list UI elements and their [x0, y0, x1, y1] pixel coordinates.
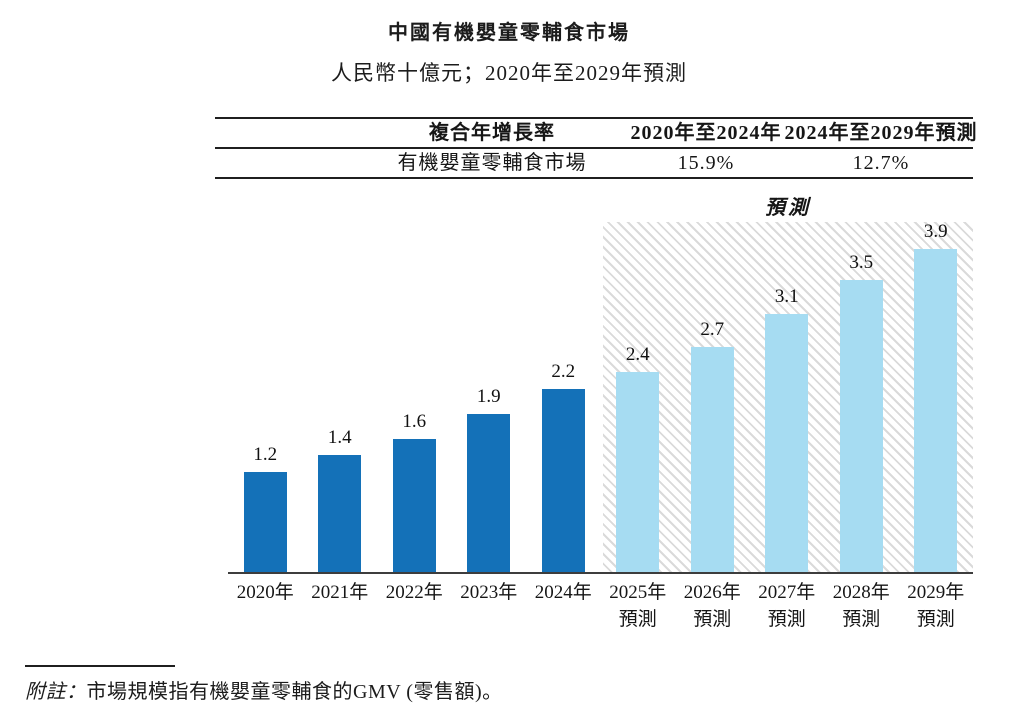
x-tick-label-2020年: 2020年 — [228, 579, 303, 633]
bar-value-label: 2.7 — [700, 319, 725, 340]
x-axis-line — [228, 572, 973, 574]
chart-subtitle: 人民幣十億元；2020年至2029年預測 — [331, 61, 687, 85]
cagr-table-data-row: 有機嬰童零輔食市場 15.9% 12.7% — [215, 149, 973, 177]
x-tick-forecast-suffix: 預測 — [767, 609, 806, 630]
x-tick-label-2025年: 2025年預測 — [601, 579, 676, 633]
x-tick-forecast-suffix: 預測 — [618, 609, 657, 630]
bar-slot-2028年: 3.5 — [824, 222, 899, 572]
x-tick-label-2028年: 2028年預測 — [824, 579, 899, 633]
x-tick-label-2021年: 2021年 — [303, 579, 378, 633]
x-tick-year: 2027年 — [758, 582, 816, 603]
bar-value-label: 3.9 — [923, 221, 948, 242]
x-tick-forecast-suffix: 預測 — [842, 609, 881, 630]
cagr-row-label: 有機嬰童零輔食市場 — [397, 152, 587, 174]
cagr-header-metric: 複合年增長率 — [429, 122, 555, 144]
x-tick-label-2026年: 2026年預測 — [675, 579, 750, 633]
x-tick-year: 2029年 — [907, 582, 965, 603]
x-tick-year: 2023年 — [460, 582, 518, 603]
bar-2024年 — [541, 389, 585, 572]
bar-slot-2021年: 1.4 — [303, 222, 378, 572]
forecast-bar-2028年 — [839, 280, 883, 572]
forecast-bar-2026年 — [690, 347, 734, 572]
bars-container: 1.2 1.4 1.6 1.9 2.2 2.4 2.7 3.1 3.5 3.9 — [228, 222, 973, 572]
bar-chart: 預測 1.2 1.4 1.6 1.9 2.2 2.4 2.7 3.1 3.5 3.9 2020年 2… — [228, 197, 973, 630]
x-tick-year: 2026年 — [683, 582, 741, 603]
bar-value-label: 1.9 — [476, 386, 501, 407]
bar-slot-2027年: 3.1 — [750, 222, 825, 572]
bar-value-label: 1.2 — [253, 444, 278, 465]
cagr-value-2024-2029: 12.7% — [852, 152, 910, 174]
forecast-bar-2029年 — [914, 249, 958, 572]
x-tick-year: 2024年 — [534, 582, 592, 603]
bar-value-label: 3.1 — [774, 286, 799, 307]
bar-value-label: 1.4 — [327, 427, 352, 448]
x-tick-label-2023年: 2023年 — [452, 579, 527, 633]
x-tick-forecast-suffix: 預測 — [693, 609, 732, 630]
bar-value-label: 3.5 — [849, 252, 874, 273]
bar-slot-2023年: 1.9 — [452, 222, 527, 572]
bar-slot-2025年: 2.4 — [601, 222, 676, 572]
x-tick-forecast-suffix: 預測 — [916, 609, 955, 630]
cagr-header-2024-2029: 2024年至2029年預測 — [784, 122, 978, 144]
footnote-prefix: 附註： — [25, 681, 87, 703]
x-axis-labels: 2020年 2021年 2022年 2023年 2024年 2025年 預測 2026年 預測 2… — [228, 579, 973, 633]
cagr-table: 複合年增長率 2020年至2024年 2024年至2029年預測 有機嬰童零輔食… — [215, 117, 977, 179]
bar-slot-2026年: 2.7 — [675, 222, 750, 572]
x-tick-year: 2021年 — [311, 582, 369, 603]
x-tick-year: 2020年 — [236, 582, 294, 603]
forecast-region-label: 預測 — [765, 197, 811, 219]
cagr-table-header-row: 複合年增長率 2020年至2024年 2024年至2029年預測 — [215, 119, 977, 149]
bar-2021年 — [318, 455, 362, 572]
cagr-value-2020-2024: 15.9% — [677, 152, 735, 174]
bar-slot-2022年: 1.6 — [377, 222, 452, 572]
chart-title: 中國有機嬰童零輔食市場 — [388, 22, 630, 44]
figure-header: 中國有機嬰童零輔食市場 人民幣十億元；2020年至2029年預測 — [0, 16, 1018, 87]
footnote-body: 市場規模指有機嬰童零輔食的GMV (零售額)。 — [86, 681, 503, 703]
bar-2020年 — [243, 472, 287, 572]
cagr-header-2020-2024: 2020年至2024年 — [630, 122, 782, 144]
bar-2022年 — [392, 439, 436, 572]
x-tick-label-2024年: 2024年 — [526, 579, 601, 633]
x-tick-year: 2028年 — [832, 582, 890, 603]
forecast-bar-2025年 — [616, 372, 660, 572]
bar-slot-2029年: 3.9 — [899, 222, 974, 572]
bar-2023年 — [467, 414, 511, 572]
bar-value-label: 2.2 — [551, 361, 576, 382]
x-tick-year: 2022年 — [385, 582, 443, 603]
x-tick-label-2029年: 2029年預測 — [899, 579, 974, 633]
footnote: 附註：市場規模指有機嬰童零輔食的GMV (零售額)。 — [25, 665, 503, 704]
forecast-bar-2027年 — [765, 314, 809, 572]
bar-value-label: 1.6 — [402, 411, 427, 432]
bar-value-label: 2.4 — [625, 344, 650, 365]
bar-slot-2024年: 2.2 — [526, 222, 601, 572]
x-tick-label-2027年: 2027年預測 — [750, 579, 825, 633]
footnote-text-line: 附註：市場規模指有機嬰童零輔食的GMV (零售額)。 — [25, 675, 503, 704]
x-tick-year: 2025年 — [609, 582, 667, 603]
footnote-divider — [25, 665, 175, 667]
bar-slot-2020年: 1.2 — [228, 222, 303, 572]
x-tick-label-2022年: 2022年 — [377, 579, 452, 633]
